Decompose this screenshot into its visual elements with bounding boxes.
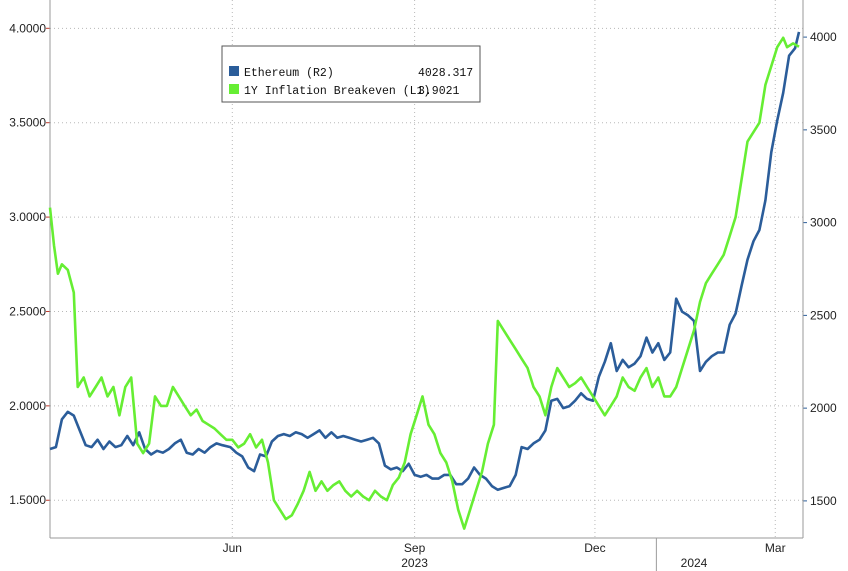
legend-label-ethereum: Ethereum (R2) xyxy=(244,67,334,80)
legend-label-inflation-breakeven: 1Y Inflation Breakeven (L1) xyxy=(244,85,430,98)
left-tick-label: 4.0000 xyxy=(9,21,46,35)
left-tick-label: 2.0000 xyxy=(9,399,46,413)
left-tick-label: 2.5000 xyxy=(9,304,46,318)
x-tick-label: Dec xyxy=(584,541,605,555)
right-tick-label: 3500 xyxy=(810,123,837,137)
ethereum-line xyxy=(49,31,801,492)
series-lines xyxy=(48,31,801,530)
right-tick-label: 2500 xyxy=(810,308,837,322)
legend-value-ethereum: 4028.317 xyxy=(418,67,473,80)
tick-labels: 4.0000 3.5000 3.0000 2.5000 2.0000 1.5000 4000… xyxy=(9,21,837,570)
x-tick-label: Sep xyxy=(404,541,426,555)
x-tick-label: Mar xyxy=(765,541,786,555)
left-tick-label: 1.5000 xyxy=(9,493,46,507)
right-tick-label: 1500 xyxy=(810,494,837,508)
left-tick-label: 3.0000 xyxy=(9,210,46,224)
right-tick-label: 4000 xyxy=(810,30,837,44)
legend-box xyxy=(221,45,481,103)
legend: Ethereum (R2) 4028.317 1Y Inflation Brea… xyxy=(221,45,481,103)
x-year-label: 2024 xyxy=(681,556,708,570)
x-year-label: 2023 xyxy=(401,556,428,570)
left-tick-label: 3.5000 xyxy=(9,116,46,130)
legend-swatch-inflation-breakeven xyxy=(229,84,239,94)
legend-swatch-ethereum xyxy=(229,66,239,76)
right-tick-label: 3000 xyxy=(810,216,837,230)
x-tick-label: Jun xyxy=(223,541,242,555)
legend-value-inflation-breakeven: 3.9021 xyxy=(418,85,460,98)
inflation-breakeven-line xyxy=(48,36,800,530)
right-tick-label: 2000 xyxy=(810,401,837,415)
